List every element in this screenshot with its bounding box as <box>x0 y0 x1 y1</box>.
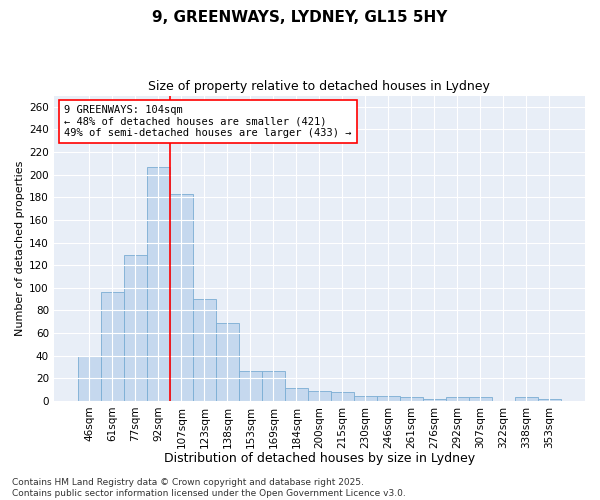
Bar <box>216 323 239 401</box>
Bar <box>193 299 216 401</box>
Bar <box>101 292 124 401</box>
Bar <box>423 398 446 401</box>
Bar <box>262 372 285 401</box>
Text: Contains HM Land Registry data © Crown copyright and database right 2025.
Contai: Contains HM Land Registry data © Crown c… <box>12 478 406 498</box>
Title: Size of property relative to detached houses in Lydney: Size of property relative to detached ho… <box>148 80 490 93</box>
Bar <box>538 398 561 401</box>
Bar <box>124 255 147 401</box>
Bar <box>147 167 170 401</box>
Text: 9, GREENWAYS, LYDNEY, GL15 5HY: 9, GREENWAYS, LYDNEY, GL15 5HY <box>152 10 448 25</box>
Bar <box>377 396 400 401</box>
Bar <box>285 388 308 401</box>
Bar <box>469 398 492 401</box>
X-axis label: Distribution of detached houses by size in Lydney: Distribution of detached houses by size … <box>164 452 475 465</box>
Bar <box>446 398 469 401</box>
Bar <box>400 398 423 401</box>
Bar <box>170 194 193 401</box>
Text: 9 GREENWAYS: 104sqm
← 48% of detached houses are smaller (421)
49% of semi-detac: 9 GREENWAYS: 104sqm ← 48% of detached ho… <box>64 104 352 138</box>
Bar <box>354 396 377 401</box>
Bar <box>78 356 101 401</box>
Bar <box>331 392 354 401</box>
Bar <box>239 372 262 401</box>
Y-axis label: Number of detached properties: Number of detached properties <box>15 160 25 336</box>
Bar <box>308 390 331 401</box>
Bar <box>515 398 538 401</box>
